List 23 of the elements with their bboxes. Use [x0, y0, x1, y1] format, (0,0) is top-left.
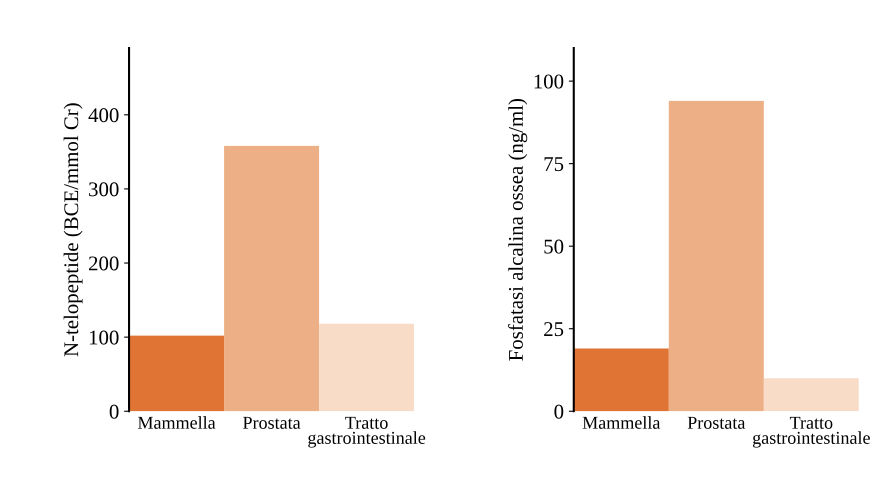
y-tick-label: 300 [89, 182, 119, 196]
y-tick-label: 50 [544, 240, 564, 254]
bar [319, 324, 414, 412]
bar [574, 348, 669, 412]
x-tick-label: Mammella [138, 416, 216, 429]
x-tick-label: Tratto gastrointestinale [308, 416, 426, 448]
bar [129, 336, 224, 412]
y-tick-label: 0 [554, 404, 564, 419]
y-axis-title: N-telopeptide (BCE/mmol Cr) [64, 103, 83, 356]
x-tick-label: Tratto gastrointestinale [752, 416, 870, 448]
y-tick-label: 400 [88, 108, 119, 122]
y-tick-label: 25 [544, 322, 564, 336]
y-tick-label: 100 [534, 74, 564, 89]
y-tick-label: 75 [544, 157, 564, 172]
y-tick-label: 200 [88, 256, 119, 270]
y-tick-label: 100 [90, 330, 119, 345]
x-tick-label: Mammella [582, 416, 660, 429]
y-axis-title: Fosfatasi alcalina ossea (ng/ml) [508, 98, 528, 361]
x-tick-label: Prostata [243, 416, 300, 429]
y-tick-label: 0 [110, 404, 119, 419]
bar [224, 146, 320, 412]
bar [764, 378, 859, 412]
x-tick-label: Prostata [688, 416, 746, 429]
